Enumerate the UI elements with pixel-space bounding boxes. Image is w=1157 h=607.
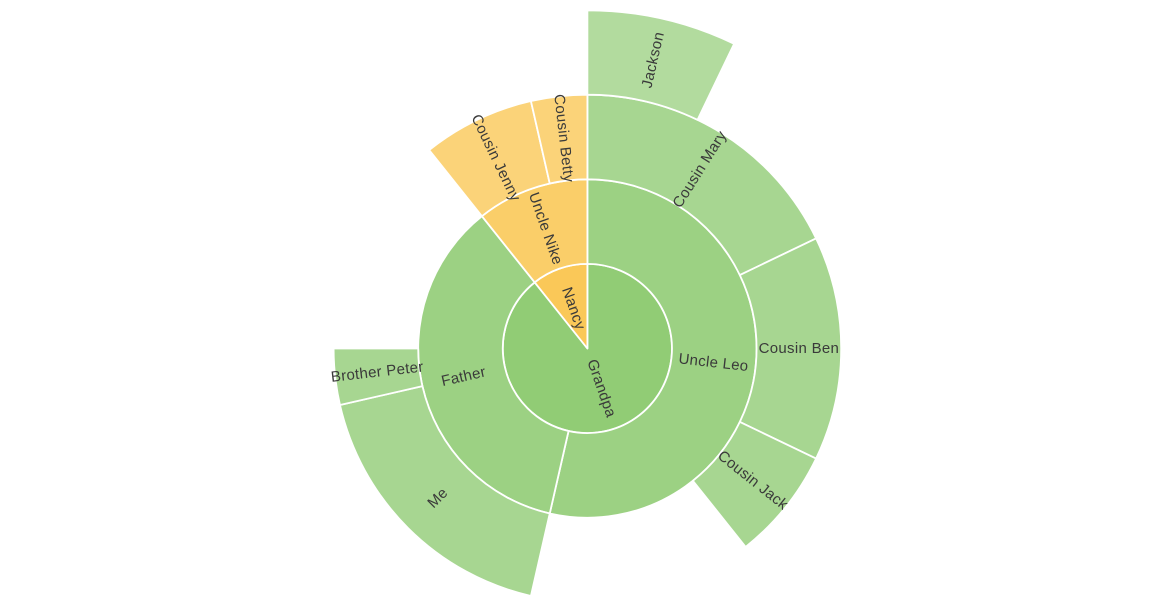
svg-text:Cousin Ben: Cousin Ben bbox=[759, 340, 840, 357]
